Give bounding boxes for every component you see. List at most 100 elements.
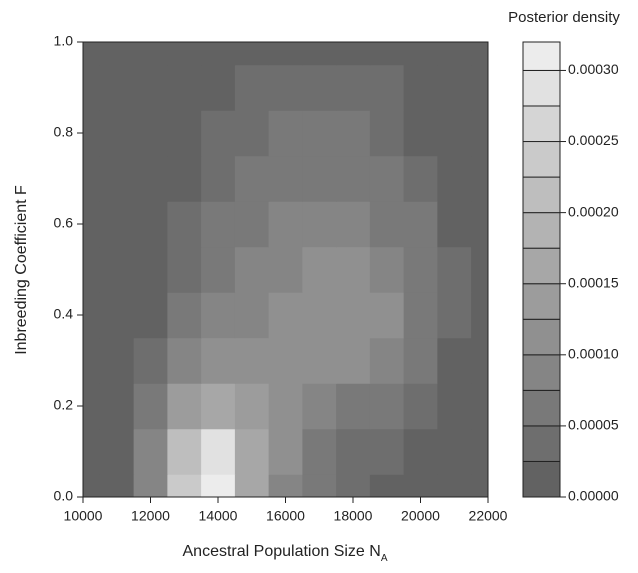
contour-cell — [268, 292, 303, 339]
contour-cell — [471, 246, 488, 293]
contour-cell — [302, 383, 337, 430]
contour-cell — [471, 474, 488, 497]
contour-cell — [201, 201, 236, 248]
contour-cell — [437, 428, 472, 475]
contour-cell — [369, 246, 405, 293]
colorbar-band — [522, 354, 561, 391]
contour-cell — [133, 110, 168, 157]
colorbar-band — [522, 389, 561, 427]
contour-cell — [437, 201, 472, 248]
contour-cell — [83, 155, 101, 202]
contour-cell — [403, 42, 438, 66]
contour-cell — [167, 292, 202, 339]
contour-cell — [369, 110, 405, 157]
contour-cell — [437, 474, 472, 497]
contour-cell — [167, 337, 202, 384]
contour-cell — [403, 292, 438, 339]
colorbar-band — [522, 212, 561, 249]
contour-cell — [99, 155, 135, 202]
contour-cell — [437, 155, 472, 202]
contour-cell — [201, 110, 236, 157]
contour-field — [83, 42, 488, 497]
contour-cell — [302, 64, 337, 111]
contour-cell — [403, 110, 438, 157]
contour-cell — [99, 337, 135, 384]
contour-cell — [83, 292, 101, 339]
colorbar-tick-label: 0.00025 — [568, 132, 619, 148]
contour-cell — [437, 64, 472, 111]
contour-cell — [201, 292, 236, 339]
contour-cell — [201, 383, 236, 430]
contour-cell — [201, 64, 236, 111]
contour-cell — [133, 383, 168, 430]
contour-cell — [83, 428, 101, 475]
contour-cell — [234, 110, 270, 157]
contour-cell — [471, 337, 488, 384]
contour-cell — [99, 201, 135, 248]
contour-cell — [437, 337, 472, 384]
contour-cell — [403, 474, 438, 497]
contour-cell — [99, 64, 135, 111]
contour-cell — [437, 246, 472, 293]
colorbar-tick-label: 0.00030 — [568, 61, 619, 77]
contour-cell — [336, 155, 371, 202]
contour-cell — [336, 201, 371, 248]
colorbar-band — [522, 247, 561, 285]
contour-cell — [369, 337, 405, 384]
contour-cell — [234, 383, 270, 430]
x-tick-label: 16000 — [266, 508, 305, 524]
contour-cell — [369, 292, 405, 339]
colorbar-tick-label: 0.00010 — [568, 346, 619, 362]
colorbar-band — [522, 283, 561, 320]
contour-cell — [83, 383, 101, 430]
contour-cell — [99, 246, 135, 293]
contour-cell — [403, 428, 438, 475]
contour-cell — [99, 42, 135, 66]
contour-cell — [268, 64, 303, 111]
contour-cell — [167, 201, 202, 248]
y-tick-label: 1.0 — [54, 33, 74, 49]
contour-cell — [83, 337, 101, 384]
colorbar-band — [522, 69, 561, 107]
colorbar-band — [522, 141, 561, 178]
contour-cell — [471, 201, 488, 248]
colorbar-tick-label: 0.00020 — [568, 203, 619, 219]
x-tick-label: 12000 — [131, 508, 170, 524]
contour-cell — [99, 110, 135, 157]
colorbar-band — [522, 176, 561, 214]
contour-cell — [437, 383, 472, 430]
contour-cell — [336, 110, 371, 157]
contour-cell — [99, 292, 135, 339]
colorbar-band — [522, 425, 561, 462]
colorbar-band — [522, 41, 561, 71]
contour-cell — [133, 155, 168, 202]
colorbar-title: Posterior density — [508, 9, 620, 26]
contour-cell — [268, 246, 303, 293]
contour-cell — [234, 337, 270, 384]
contour-cell — [234, 246, 270, 293]
contour-cell — [133, 337, 168, 384]
contour-cell — [471, 42, 488, 66]
contour-cell — [302, 292, 337, 339]
colorbar-band — [522, 105, 561, 143]
contour-cell — [302, 474, 337, 497]
contour-cell — [336, 337, 371, 384]
contour-cell — [201, 428, 236, 475]
contour-cell — [369, 428, 405, 475]
contour-cell — [369, 201, 405, 248]
contour-cell — [201, 246, 236, 293]
contour-cell — [133, 246, 168, 293]
contour-cell — [234, 201, 270, 248]
contour-cell — [268, 428, 303, 475]
contour-cell — [234, 42, 270, 66]
colorbar-tick-label: 0.00005 — [568, 417, 619, 433]
contour-cell — [336, 383, 371, 430]
contour-cell — [302, 337, 337, 384]
contour-cell — [83, 246, 101, 293]
x-tick-label: 10000 — [64, 508, 103, 524]
colorbar-band — [522, 318, 561, 356]
contour-cell — [167, 428, 202, 475]
contour-cell — [336, 292, 371, 339]
contour-cell — [268, 110, 303, 157]
contour-cell — [403, 201, 438, 248]
